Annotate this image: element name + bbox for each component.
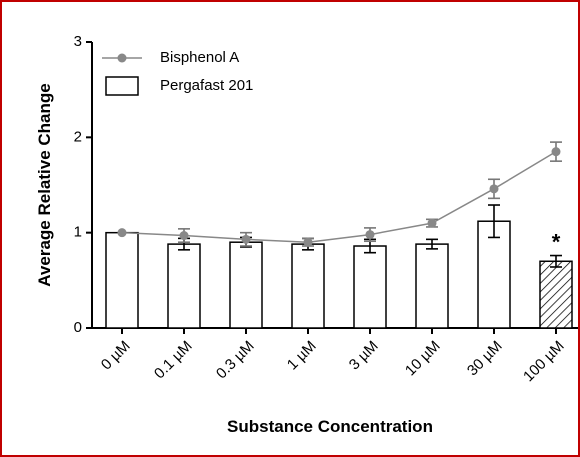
legend-label: Bisphenol A — [160, 49, 239, 66]
legend-label: Pergafast 201 — [160, 77, 253, 94]
legend-marker — [117, 53, 127, 63]
y-tick-label: 2 — [74, 128, 82, 145]
marker — [551, 147, 561, 157]
bar — [229, 241, 263, 329]
marker — [117, 228, 127, 238]
line — [121, 150, 557, 243]
bar — [539, 260, 573, 329]
marker — [489, 184, 499, 194]
legend-swatch — [105, 76, 139, 96]
y-tick-label: 1 — [74, 224, 82, 241]
error-bar — [426, 238, 438, 250]
error-bar — [550, 254, 562, 268]
error-bar — [488, 204, 500, 239]
y-tick-label: 3 — [74, 33, 82, 50]
y-axis-label: Average Relative Change — [35, 83, 54, 286]
bar — [167, 243, 201, 329]
marker — [365, 230, 375, 240]
bar — [353, 245, 387, 329]
marker — [427, 218, 437, 228]
bar — [477, 220, 511, 329]
x-axis-label: Substance Concentration — [227, 417, 433, 436]
annotation: * — [552, 230, 561, 255]
y-tick-label: 0 — [74, 319, 82, 336]
marker — [241, 234, 251, 244]
bar — [291, 243, 325, 329]
marker — [179, 231, 189, 241]
bar — [105, 231, 139, 329]
bar — [415, 243, 449, 329]
marker — [303, 237, 313, 247]
